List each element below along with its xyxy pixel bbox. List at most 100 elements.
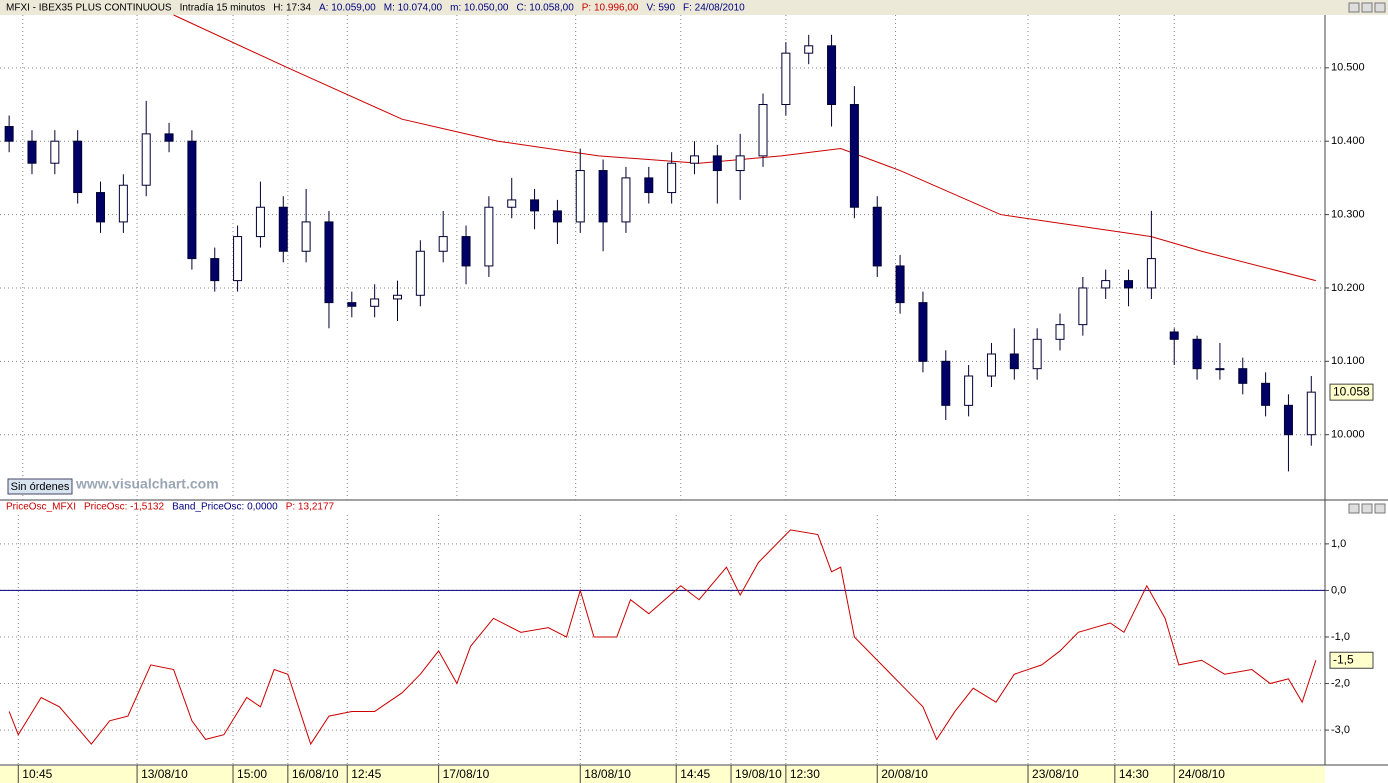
candle-body — [4, 126, 14, 142]
candle-body — [644, 177, 654, 194]
candle-body — [301, 221, 311, 252]
x-tick-label: 24/08/10 — [1178, 767, 1225, 781]
candle-body — [233, 236, 243, 282]
candle-body — [484, 206, 494, 267]
candle-body — [1215, 368, 1225, 371]
candle-body — [827, 45, 837, 106]
candle-body — [415, 250, 425, 296]
x-tick-label: 12:30 — [790, 767, 820, 781]
candle-body — [347, 302, 357, 307]
candle-body — [918, 302, 928, 362]
orders-button[interactable] — [7, 478, 73, 495]
candle-body — [1055, 324, 1065, 340]
close-button[interactable] — [1374, 2, 1386, 13]
header-text: V: 590 — [646, 3, 675, 14]
y-tick-label: 1,0 — [1331, 538, 1346, 550]
minimize-button[interactable] — [1348, 2, 1360, 13]
candle-body — [667, 162, 677, 194]
candle-body — [575, 170, 585, 223]
candle-body — [393, 294, 402, 300]
header-text: MFXI - IBEX35 PLUS CONTINUOUS — [6, 3, 172, 14]
header-bar — [0, 0, 1388, 15]
oscillator-line — [8, 529, 1317, 746]
x-tick-label: 13/08/10 — [141, 767, 188, 781]
candle-body — [1169, 331, 1179, 340]
x-tick-label: 18/08/10 — [584, 767, 631, 781]
candle-body — [461, 236, 471, 267]
candle-body — [781, 52, 791, 106]
x-tick-label: 12:45 — [351, 767, 381, 781]
x-tick-label: 16/08/10 — [292, 767, 339, 781]
header-text: H: 17:34 — [273, 3, 311, 14]
y-tick-label: -1,0 — [1331, 631, 1350, 643]
header-text: PriceOsc: -1,5132 — [84, 502, 164, 513]
moving-average — [173, 14, 1316, 282]
candle-body — [964, 375, 974, 406]
header-text: m: 10.050,00 — [450, 3, 509, 14]
x-tick-label: 17/08/10 — [443, 767, 490, 781]
candle-body — [1101, 280, 1111, 289]
candle-body — [164, 133, 174, 142]
candle-body — [141, 133, 151, 186]
maximize-button[interactable] — [1361, 503, 1373, 514]
candle-body — [849, 104, 859, 208]
watermark: www.visualchart.com — [75, 476, 219, 492]
x-tick-label: 10:45 — [22, 767, 52, 781]
candle-body — [1306, 391, 1316, 436]
y-tick-label: 10.100 — [1331, 355, 1365, 367]
header-text: P: 10.996,00 — [582, 3, 639, 14]
candle-body — [552, 210, 562, 223]
header-text: PriceOsc_MFXI — [6, 502, 76, 513]
candle-body — [530, 199, 540, 212]
y-tick-label: 10.400 — [1331, 135, 1365, 147]
candle-body — [1009, 353, 1019, 370]
last-value-box — [1329, 383, 1374, 401]
header-text: F: 24/08/2010 — [683, 3, 745, 14]
candle-body — [758, 104, 768, 157]
candle-body — [895, 265, 905, 304]
header-text: C: 10.058,00 — [516, 3, 574, 14]
x-tick-label: 19/08/10 — [735, 767, 782, 781]
candle-body — [1238, 368, 1248, 384]
candle-body — [96, 192, 106, 223]
header-text: P: 13,2177 — [286, 502, 335, 513]
candle-body — [735, 155, 745, 172]
candle-body — [872, 206, 882, 267]
window-buttons[interactable] — [1348, 2, 1386, 514]
header-bar — [0, 500, 1388, 515]
candle-body — [187, 140, 197, 260]
header-text: A: 10.059,00 — [319, 3, 376, 14]
minimize-button[interactable] — [1348, 503, 1360, 514]
candle-body — [1078, 287, 1088, 326]
candle-body — [507, 199, 517, 208]
x-tick-label: 14:30 — [1119, 767, 1149, 781]
candle-body — [278, 206, 288, 252]
candle-body — [1283, 404, 1293, 436]
candle-body — [712, 155, 722, 172]
candle-body — [324, 221, 334, 304]
candle-body — [1192, 338, 1202, 370]
y-tick-label: 0,0 — [1331, 584, 1346, 596]
close-button[interactable] — [1374, 503, 1386, 514]
candle-body — [370, 298, 380, 307]
candle-body — [50, 140, 60, 164]
candle-body — [210, 258, 220, 282]
last-value-label: 10.058 — [1333, 384, 1370, 398]
candle-body — [255, 206, 265, 238]
candle-body — [941, 360, 951, 406]
y-tick-label: 10.500 — [1331, 62, 1365, 74]
x-tick-label: 20/08/10 — [881, 767, 928, 781]
candle-body — [1146, 258, 1156, 289]
last-value-label: -1,5 — [1333, 652, 1354, 666]
x-tick-label: 23/08/10 — [1032, 767, 1079, 781]
candle-body — [621, 177, 631, 223]
y-tick-label: -2,0 — [1331, 677, 1350, 689]
orders-button-label[interactable]: Sin órdenes — [11, 481, 70, 493]
candle-body — [1124, 280, 1134, 289]
candle-body — [73, 140, 83, 194]
maximize-button[interactable] — [1361, 2, 1373, 13]
last-value-box — [1329, 651, 1374, 669]
candle-body — [118, 184, 128, 223]
